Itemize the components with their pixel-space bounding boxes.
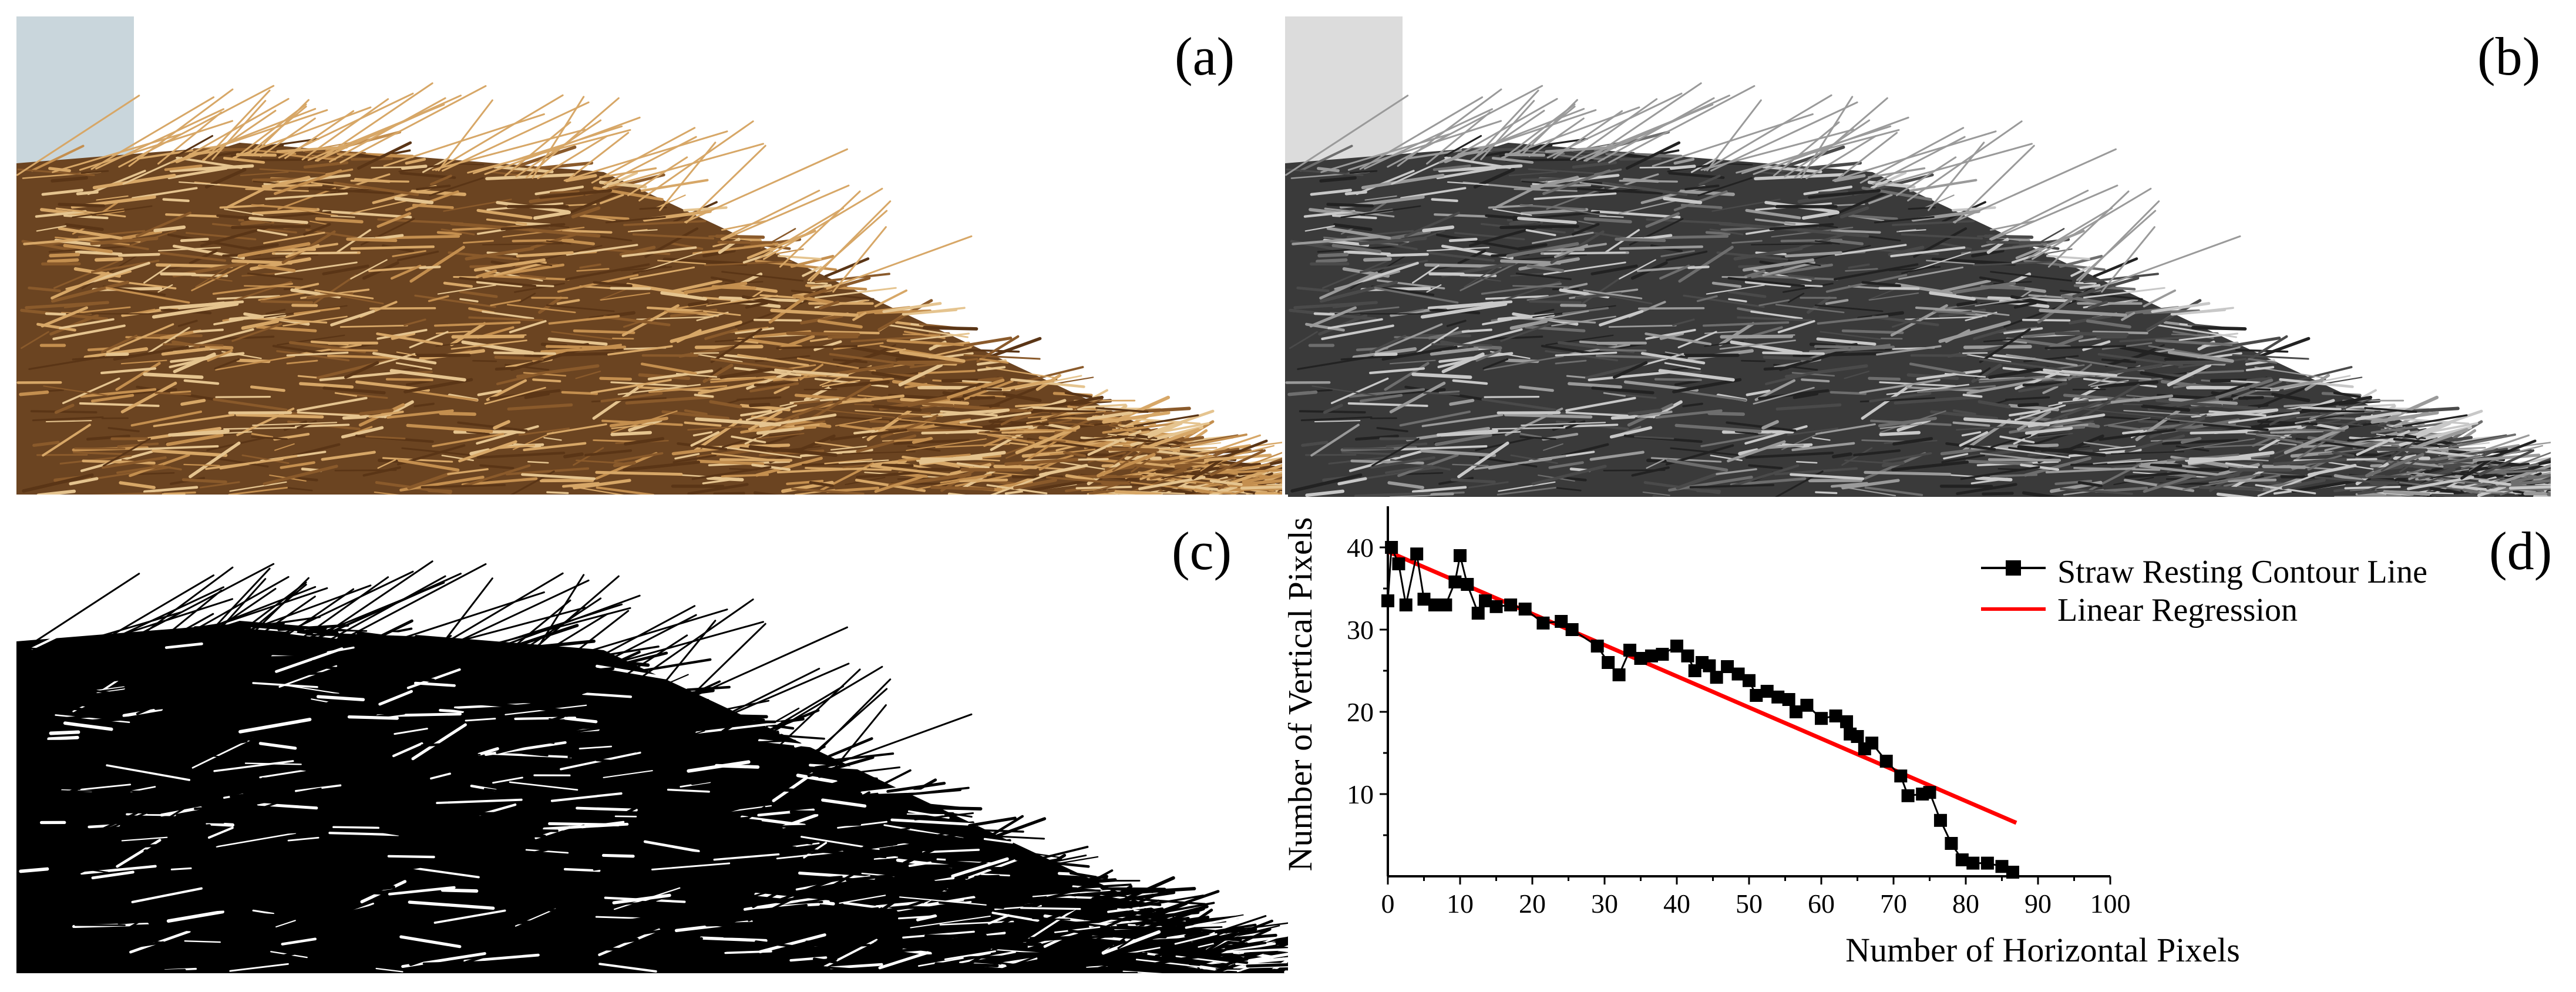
contour-point	[2006, 866, 2019, 879]
legend-contour-marker	[2006, 560, 2021, 576]
y-tick-label: 10	[1347, 779, 1374, 809]
panel-label-c: (c)	[1172, 524, 1232, 578]
legend-contour-label: Straw Resting Contour Line	[2057, 554, 2427, 590]
contour-point	[1840, 715, 1853, 728]
regression-series	[1388, 552, 2016, 823]
contour-point	[1656, 648, 1669, 661]
straw-color-photo	[16, 16, 1282, 497]
contour-point	[1981, 857, 1994, 870]
x-tick-label: 50	[1736, 889, 1763, 919]
y-tick-label: 30	[1347, 615, 1374, 645]
x-tick-label: 0	[1381, 889, 1395, 919]
contour-point	[1504, 598, 1517, 611]
chart-legend: Straw Resting Contour Line Linear Regres…	[1981, 554, 2427, 628]
contour-point	[1410, 547, 1423, 560]
contour-point	[1894, 769, 1907, 782]
contour-point	[1945, 837, 1958, 850]
contour-point	[1934, 814, 1947, 827]
contour-point	[1703, 660, 1716, 672]
straw-binary-image	[16, 495, 1288, 973]
contour-point	[1800, 699, 1813, 712]
y-tick-label: 20	[1347, 697, 1374, 727]
x-tick-label: 40	[1663, 889, 1690, 919]
x-tick-label: 60	[1808, 889, 1835, 919]
contour-point	[1743, 674, 1756, 687]
contour-point	[1454, 549, 1467, 562]
x-tick-label: 30	[1591, 889, 1618, 919]
panel-label-d: (d)	[2489, 524, 2552, 578]
straw-grayscale-image	[1285, 16, 2551, 497]
panel-c: (c)	[0, 495, 1288, 989]
straw-grayscale-photo	[1285, 16, 2551, 497]
contour-point	[1566, 623, 1579, 636]
contour-point	[1536, 617, 1549, 630]
contour-point	[1923, 786, 1936, 799]
contour-point	[1681, 650, 1694, 663]
panel-a: (a)	[0, 0, 1288, 495]
contour-point	[1461, 578, 1474, 591]
contour-point	[1851, 730, 1864, 743]
regression-line	[1388, 552, 2016, 823]
panel-b: (b)	[1285, 0, 2576, 495]
contour-point	[1519, 603, 1532, 616]
contour-point	[1490, 600, 1503, 613]
y-axis-label: Number of Vertical Pixels	[1288, 517, 1319, 872]
contour-point	[1591, 640, 1604, 653]
contour-point	[1880, 755, 1893, 768]
contour-point	[1865, 737, 1878, 749]
contour-point	[1966, 857, 1979, 870]
x-tick-label: 20	[1519, 889, 1546, 919]
straw-binary-photo	[16, 495, 1288, 973]
panel-label-b: (b)	[2477, 29, 2540, 83]
contour-point	[1400, 598, 1413, 611]
panel-label-a: (a)	[1175, 29, 1235, 83]
x-tick-label: 90	[2025, 889, 2052, 919]
contour-chart: 0 10 20 30 40 50 60 70 80 90 100 10 20 30 40 Straw Res…	[1288, 495, 2576, 989]
contour-point	[1815, 712, 1828, 725]
contour-point	[1381, 594, 1394, 607]
panel-d: 0 10 20 30 40 50 60 70 80 90 100 10 20 30 40 Straw Res…	[1288, 495, 2576, 989]
legend-regression-label: Linear Regression	[2057, 592, 2298, 628]
x-tick-label: 10	[1447, 889, 1474, 919]
contour-point	[1472, 607, 1485, 620]
x-axis-label: Number of Horizontal Pixels	[1845, 931, 2240, 969]
contour-point	[1439, 598, 1452, 611]
x-tick-label: 80	[1952, 889, 1979, 919]
straw-color-image	[16, 16, 1282, 497]
contour-point	[1448, 576, 1461, 589]
y-tick-label: 40	[1347, 533, 1374, 563]
x-tick-label: 70	[1880, 889, 1907, 919]
contour-point	[1613, 668, 1626, 681]
contour-point	[1385, 541, 1398, 554]
contour-point	[1783, 693, 1795, 706]
contour-point	[1602, 656, 1615, 669]
contour-point	[1392, 557, 1405, 570]
x-tick-label: 100	[2090, 889, 2131, 919]
contour-point	[1902, 789, 1915, 802]
